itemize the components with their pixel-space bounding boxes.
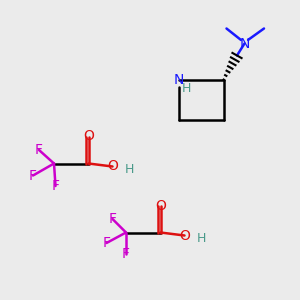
Text: O: O <box>83 130 94 143</box>
Text: F: F <box>52 179 59 193</box>
Text: N: N <box>239 37 250 50</box>
Text: H: H <box>124 163 134 176</box>
Text: F: F <box>35 143 43 157</box>
Text: F: F <box>29 169 37 182</box>
Text: H: H <box>196 232 206 245</box>
Text: O: O <box>155 199 166 212</box>
Text: N: N <box>173 73 184 86</box>
Text: F: F <box>122 247 130 260</box>
Text: F: F <box>109 212 116 226</box>
Text: F: F <box>103 236 110 250</box>
Text: O: O <box>107 160 118 173</box>
Text: O: O <box>179 229 190 242</box>
Text: H: H <box>181 82 191 95</box>
